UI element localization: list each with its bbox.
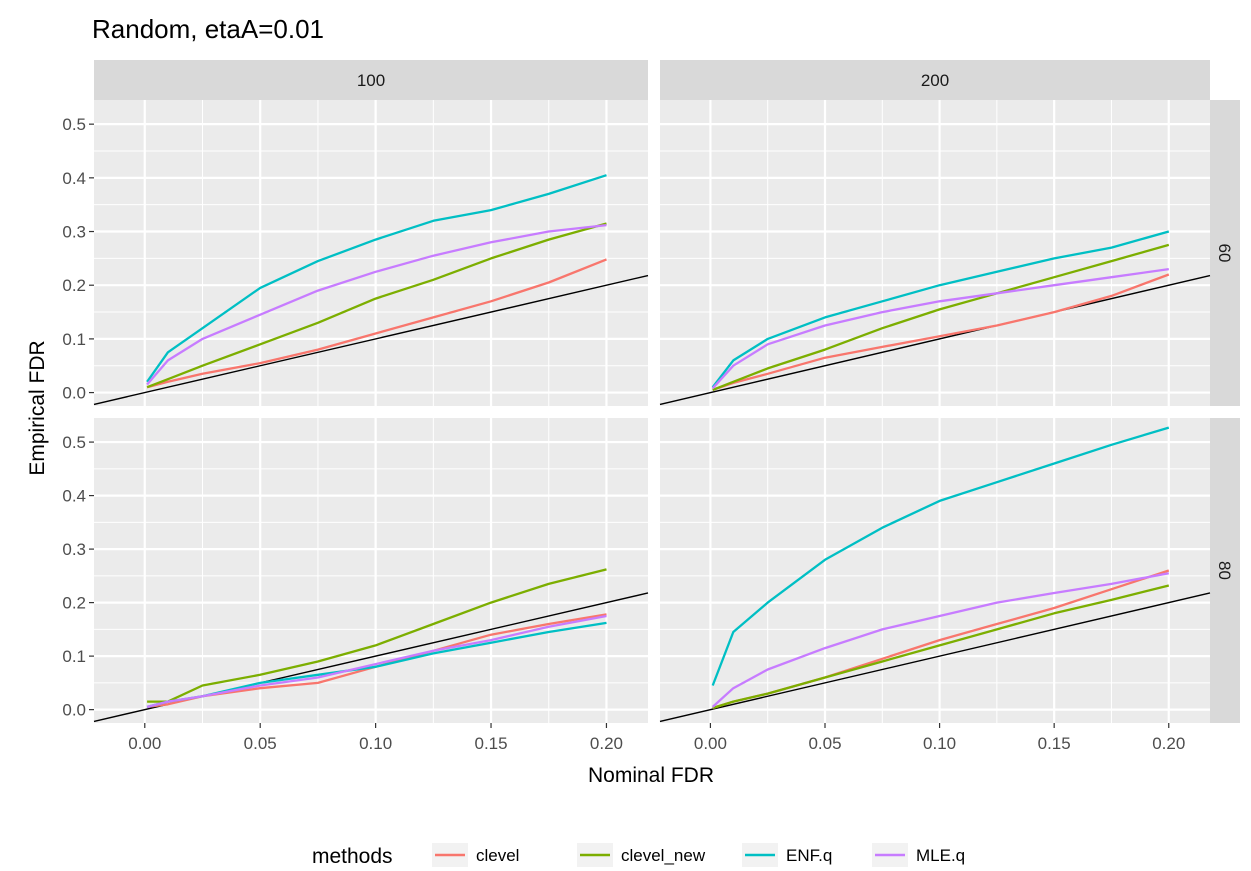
y-tick-label: 0.5: [62, 433, 86, 452]
x-tick-label: 0.20: [1152, 734, 1185, 753]
panel-background: [94, 100, 648, 406]
series-line-clevel: [146, 258, 607, 389]
legend: methods clevel clevel_new ENF.q MLE.q: [312, 843, 965, 868]
y-tick-label: 0.1: [62, 647, 86, 666]
legend-label: MLE.q: [916, 846, 965, 865]
panel-background: [94, 418, 648, 723]
y-tick-label: 0.1: [62, 330, 86, 349]
legend-label: clevel_new: [621, 846, 706, 865]
panel-200-60: [659, 100, 1211, 406]
series-line-clevel: [712, 273, 1170, 391]
row-strip-60: [1210, 100, 1240, 406]
x-tick-label: 0.05: [244, 734, 277, 753]
series-line-clevel_new: [147, 568, 607, 703]
series-line-MLE.q: [711, 267, 1169, 390]
series-line-clevel_new: [146, 222, 607, 389]
y-axis-title: Empirical FDR: [26, 340, 49, 475]
series-line-ENF.q: [711, 230, 1170, 388]
x-axis-title: Nominal FDR: [588, 764, 714, 787]
panel-100-80: 0.0 0.1 0.2 0.3 0.4 0.5 0.00 0.05 0.10 0.15 0.20: [62, 418, 649, 753]
y-tick-label: 0.5: [62, 115, 86, 134]
column-strip-100: [94, 60, 648, 100]
facet-panels: 100 200 60 80 0.0 0.1 0.2 0.3 0.4 0.5 0.0 0.1 0.2 0.3…: [62, 60, 1240, 753]
y-tick-label: 0.4: [62, 487, 86, 506]
y-tick-label: 0.0: [62, 384, 86, 403]
column-strip-label: 100: [357, 71, 385, 90]
y-tick-label: 0.2: [62, 594, 86, 613]
legend-title: methods: [312, 845, 393, 868]
series-line-MLE.q: [711, 572, 1170, 708]
series-line-MLE.q: [146, 614, 607, 709]
row-strip-80: [1210, 418, 1240, 723]
y-tick-label: 0.2: [62, 276, 86, 295]
x-tick-label: 0.10: [359, 734, 392, 753]
x-tick-label: 0.10: [923, 734, 956, 753]
reference-line: [659, 592, 1211, 723]
series-line-clevel_new: [712, 584, 1170, 710]
legend-label: clevel: [476, 846, 519, 865]
panel-200-80: 0.00 0.05 0.10 0.15 0.20: [659, 418, 1211, 753]
y-tick-label: 0.3: [62, 540, 86, 559]
y-tick-label: 0.3: [62, 223, 86, 242]
series-line-ENF.q: [146, 174, 607, 383]
reference-line: [659, 274, 1211, 406]
column-strip-label: 200: [921, 71, 949, 90]
panel-background: [660, 418, 1210, 723]
x-tick-label: 0.00: [694, 734, 727, 753]
series-line-ENF.q: [711, 426, 1170, 686]
x-tick-label: 0.15: [1038, 734, 1071, 753]
legend-label: ENF.q: [786, 846, 832, 865]
series-line-clevel: [146, 613, 607, 709]
row-strip-label: 80: [1215, 561, 1234, 580]
x-tick-label: 0.15: [474, 734, 507, 753]
y-tick-label: 0.0: [62, 701, 86, 720]
column-strip-200: [660, 60, 1210, 100]
chart-title: Random, etaA=0.01: [92, 14, 324, 44]
row-strip-label: 60: [1215, 244, 1234, 263]
reference-line: [93, 274, 649, 406]
y-tick-label: 0.4: [62, 169, 86, 188]
x-tick-label: 0.20: [590, 734, 623, 753]
x-tick-label: 0.05: [808, 734, 841, 753]
series-line-MLE.q: [146, 223, 607, 386]
series-line-clevel_new: [712, 243, 1170, 391]
x-tick-label: 0.00: [128, 734, 161, 753]
panel-100-60: 0.0 0.1 0.2 0.3 0.4 0.5: [62, 100, 649, 406]
